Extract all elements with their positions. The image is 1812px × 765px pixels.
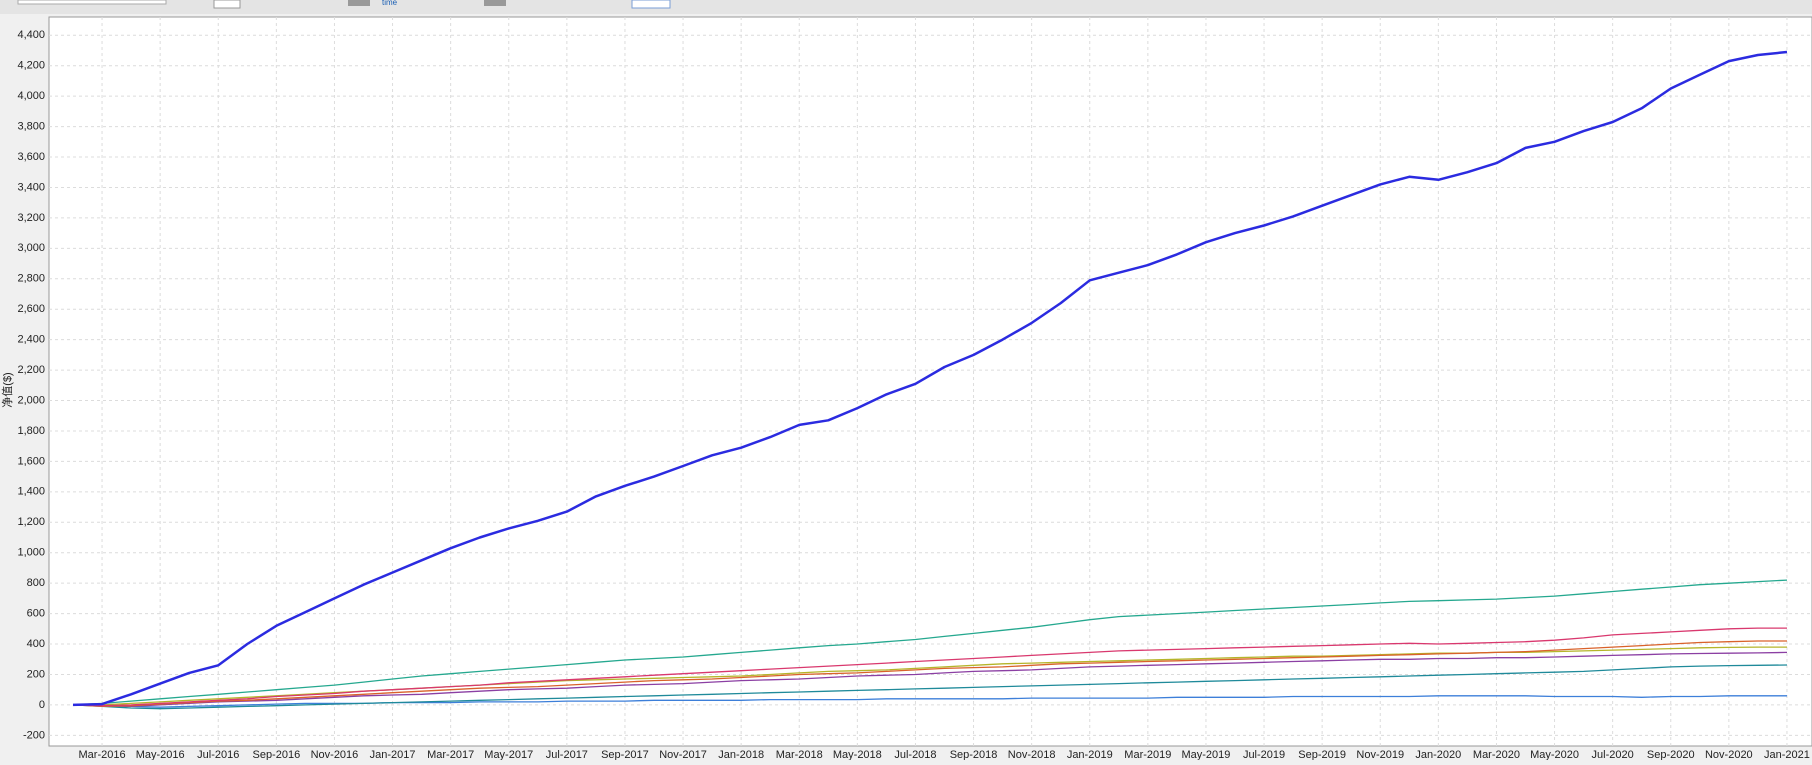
y-tick-label: 2,400	[17, 334, 45, 346]
x-tick-label: May-2016	[136, 749, 185, 760]
toolbar-button[interactable]	[213, 0, 241, 9]
y-tick-label: 2,200	[17, 364, 45, 376]
x-tick-label: Jul-2018	[894, 749, 936, 760]
x-tick-label: Nov-2017	[659, 749, 707, 760]
y-tick-label: 3,800	[17, 120, 45, 132]
toolbar-button[interactable]	[484, 0, 506, 6]
y-tick-label: 2,600	[17, 303, 45, 315]
x-tick-label: Jan-2019	[1067, 749, 1113, 760]
x-tick-label: May-2017	[484, 749, 533, 760]
x-tick-label: Jul-2019	[1243, 749, 1285, 760]
series-line	[72, 664, 1788, 710]
x-tick-label: Sep-2020	[1647, 749, 1695, 760]
x-tick-label: Mar-2019	[1124, 749, 1171, 760]
y-tick-label: 1,200	[17, 516, 45, 528]
y-tick-label: 3,200	[17, 212, 45, 224]
x-tick-label: Jan-2017	[370, 749, 416, 760]
y-tick-label: 1,000	[17, 547, 45, 559]
y-tick-label: -200	[23, 729, 45, 741]
x-tick-label: Mar-2018	[776, 749, 823, 760]
x-tick-label: Sep-2019	[1298, 749, 1346, 760]
y-tick-label: 4,200	[17, 60, 45, 72]
y-tick-label: 600	[27, 607, 45, 619]
y-tick-label: 2,800	[17, 273, 45, 285]
x-tick-label: Mar-2020	[1473, 749, 1520, 760]
x-tick-label: Sep-2017	[601, 749, 649, 760]
y-tick-label: 3,000	[17, 242, 45, 254]
toolbar	[0, 0, 1812, 14]
x-tick-label: Jan-2021	[1764, 749, 1810, 760]
y-axis-label: 净值($)	[0, 372, 14, 407]
y-tick-label: 4,400	[17, 29, 45, 41]
x-tick-label: Jul-2020	[1592, 749, 1634, 760]
x-tick-label: Jan-2020	[1415, 749, 1461, 760]
y-tick-label: 0	[39, 699, 45, 711]
y-tick-label: 2,000	[17, 394, 45, 406]
x-tick-label: Sep-2016	[252, 749, 300, 760]
x-tick-label: May-2019	[1181, 749, 1230, 760]
y-tick-label: 1,400	[17, 486, 45, 498]
x-tick-label: Jul-2017	[546, 749, 588, 760]
x-tick-label: May-2020	[1530, 749, 1579, 760]
x-tick-label: Mar-2016	[79, 749, 126, 760]
y-tick-label: 3,600	[17, 151, 45, 163]
x-tick-label: Nov-2019	[1356, 749, 1404, 760]
x-tick-label: Mar-2017	[427, 749, 474, 760]
x-tick-label: Nov-2020	[1705, 749, 1753, 760]
x-tick-label: Jul-2016	[197, 749, 239, 760]
series-line	[72, 579, 1788, 706]
x-tick-label: May-2018	[833, 749, 882, 760]
y-tick-label: 4,000	[17, 90, 45, 102]
toolbar-label: time	[382, 0, 398, 7]
x-tick-label: Jan-2018	[718, 749, 764, 760]
plot-area	[48, 16, 1812, 747]
series-line	[72, 50, 1788, 707]
x-tick-label: Nov-2018	[1008, 749, 1056, 760]
y-tick-label: 400	[27, 638, 45, 650]
x-tick-label: Sep-2018	[950, 749, 998, 760]
y-tick-label: 1,800	[17, 425, 45, 437]
y-tick-label: 800	[27, 577, 45, 589]
y-tick-label: 1,600	[17, 455, 45, 467]
series-line	[72, 627, 1787, 707]
series-line	[72, 651, 1788, 708]
x-tick-label: Nov-2016	[311, 749, 359, 760]
toolbar-button[interactable]	[348, 0, 370, 6]
series-line	[72, 640, 1787, 708]
y-tick-label: 3,400	[17, 181, 45, 193]
toolbar-field[interactable]	[17, 0, 167, 5]
toolbar-button[interactable]	[631, 0, 671, 9]
y-tick-label: 200	[27, 668, 45, 680]
